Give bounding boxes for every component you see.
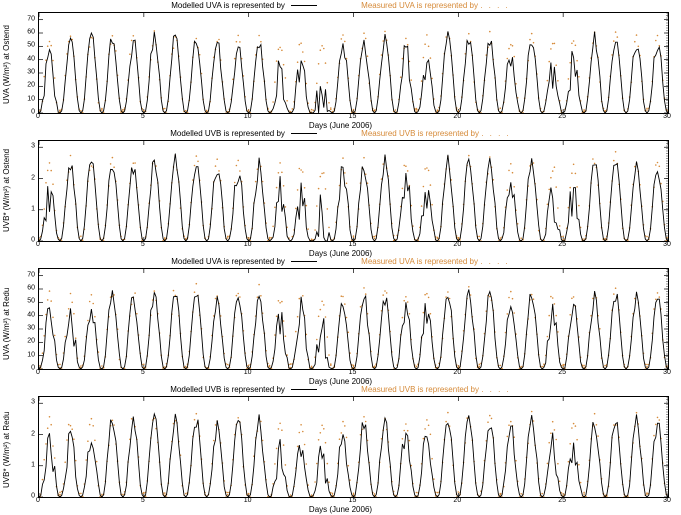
modelled-series bbox=[39, 154, 668, 242]
y-axis-label: UVB* (W/m²) at Ostend bbox=[2, 149, 11, 232]
legend-measured-dots-icon: . . . . bbox=[481, 129, 511, 138]
x-axis-label: Days (June 2006) bbox=[0, 377, 681, 386]
x-tick-label: 30 bbox=[663, 369, 671, 376]
x-tick-label: 10 bbox=[244, 369, 252, 376]
modelled-series bbox=[39, 290, 668, 370]
y-tick-label: 60 bbox=[15, 29, 35, 36]
x-tick-label: 0 bbox=[36, 497, 40, 504]
x-tick-label: 5 bbox=[141, 369, 145, 376]
y-tick-label: 0 bbox=[15, 237, 35, 244]
y-tick-label: 50 bbox=[15, 298, 35, 305]
legend-modelled: Modelled UVA is represented by bbox=[171, 1, 321, 10]
plot-area bbox=[38, 396, 669, 498]
plot-area bbox=[38, 268, 669, 370]
figure-page: { "page": { "width": 681, "height": 515,… bbox=[0, 0, 681, 515]
series-svg bbox=[39, 141, 668, 241]
plot-area bbox=[38, 12, 669, 114]
y-axis-label: UVB* (W/m²) at Redu bbox=[2, 412, 11, 488]
y-tick-label: 3 bbox=[15, 399, 35, 406]
legend-modelled-line-icon bbox=[291, 261, 317, 262]
x-tick-label: 20 bbox=[453, 497, 461, 504]
modelled-series bbox=[39, 31, 668, 113]
legend: Modelled UVA is represented by Measured … bbox=[0, 257, 681, 266]
y-tick-label: 0 bbox=[15, 493, 35, 500]
legend: Modelled UVA is represented by Measured … bbox=[0, 1, 681, 10]
x-axis-label: Days (June 2006) bbox=[0, 505, 681, 514]
x-tick-label: 30 bbox=[663, 113, 671, 120]
modelled-series bbox=[39, 414, 668, 497]
legend-measured-dots-icon: . . . . bbox=[481, 385, 511, 394]
legend-modelled-line-icon bbox=[291, 5, 317, 6]
y-tick-label: 60 bbox=[15, 285, 35, 292]
x-tick-label: 25 bbox=[558, 241, 566, 248]
x-tick-label: 15 bbox=[349, 497, 357, 504]
panel-uva_ostend: Modelled UVA is represented by Measured … bbox=[0, 4, 681, 128]
x-tick-label: 0 bbox=[36, 369, 40, 376]
x-tick-label: 5 bbox=[141, 241, 145, 248]
x-tick-label: 20 bbox=[453, 241, 461, 248]
x-tick-label: 10 bbox=[244, 241, 252, 248]
panel-uvb_redu: Modelled UVB is represented by Measured … bbox=[0, 388, 681, 512]
panel-uva_redu: Modelled UVA is represented by Measured … bbox=[0, 260, 681, 384]
x-tick-label: 20 bbox=[453, 113, 461, 120]
legend-measured-dots-icon: . . . . bbox=[480, 1, 510, 10]
y-tick-label: 50 bbox=[15, 42, 35, 49]
legend-measured: Measured UVA is represented by . . . . bbox=[361, 1, 510, 10]
y-tick-label: 10 bbox=[15, 351, 35, 358]
y-tick-label: 0 bbox=[15, 365, 35, 372]
x-tick-label: 15 bbox=[349, 369, 357, 376]
x-tick-label: 15 bbox=[349, 241, 357, 248]
y-tick-label: 10 bbox=[15, 95, 35, 102]
y-tick-label: 1 bbox=[15, 205, 35, 212]
y-tick-label: 40 bbox=[15, 55, 35, 62]
y-tick-label: 2 bbox=[15, 174, 35, 181]
y-tick-label: 30 bbox=[15, 325, 35, 332]
y-tick-label: 0 bbox=[15, 109, 35, 116]
x-tick-label: 5 bbox=[141, 113, 145, 120]
y-tick-label: 3 bbox=[15, 143, 35, 150]
series-svg bbox=[39, 13, 668, 113]
y-tick-label: 30 bbox=[15, 69, 35, 76]
legend-modelled: Modelled UVB is represented by bbox=[170, 385, 321, 394]
x-tick-label: 10 bbox=[244, 497, 252, 504]
x-axis-label: Days (June 2006) bbox=[0, 249, 681, 258]
x-tick-label: 25 bbox=[558, 369, 566, 376]
plot-area bbox=[38, 140, 669, 242]
x-tick-label: 25 bbox=[558, 113, 566, 120]
legend-measured-dots-icon: . . . . bbox=[480, 257, 510, 266]
y-tick-label: 70 bbox=[15, 271, 35, 278]
y-axis-label: UVA (W/m²) at Ostend bbox=[2, 25, 11, 104]
x-tick-label: 0 bbox=[36, 113, 40, 120]
panel-uvb_ostend: Modelled UVB is represented by Measured … bbox=[0, 132, 681, 256]
x-tick-label: 20 bbox=[453, 369, 461, 376]
legend-measured: Measured UVA is represented by . . . . bbox=[361, 257, 510, 266]
y-tick-label: 2 bbox=[15, 430, 35, 437]
x-tick-label: 10 bbox=[244, 113, 252, 120]
x-tick-label: 30 bbox=[663, 241, 671, 248]
y-tick-label: 70 bbox=[15, 15, 35, 22]
x-axis-label: Days (June 2006) bbox=[0, 121, 681, 130]
legend-modelled-line-icon bbox=[291, 133, 317, 134]
y-tick-label: 1 bbox=[15, 461, 35, 468]
x-tick-label: 15 bbox=[349, 113, 357, 120]
x-tick-label: 25 bbox=[558, 497, 566, 504]
x-tick-label: 30 bbox=[663, 497, 671, 504]
legend-modelled: Modelled UVA is represented by bbox=[171, 257, 321, 266]
y-tick-label: 40 bbox=[15, 311, 35, 318]
legend: Modelled UVB is represented by Measured … bbox=[0, 129, 681, 138]
series-svg bbox=[39, 269, 668, 369]
y-axis-label: UVA (W/m²) at Redu bbox=[2, 288, 11, 360]
legend-measured: Measured UVB is represented by . . . . bbox=[361, 129, 511, 138]
legend-measured: Measured UVB is represented by . . . . bbox=[361, 385, 511, 394]
x-tick-label: 5 bbox=[141, 497, 145, 504]
legend: Modelled UVB is represented by Measured … bbox=[0, 385, 681, 394]
legend-modelled-line-icon bbox=[291, 389, 317, 390]
legend-modelled: Modelled UVB is represented by bbox=[170, 129, 321, 138]
x-tick-label: 0 bbox=[36, 241, 40, 248]
y-tick-label: 20 bbox=[15, 82, 35, 89]
series-svg bbox=[39, 397, 668, 497]
y-tick-label: 20 bbox=[15, 338, 35, 345]
